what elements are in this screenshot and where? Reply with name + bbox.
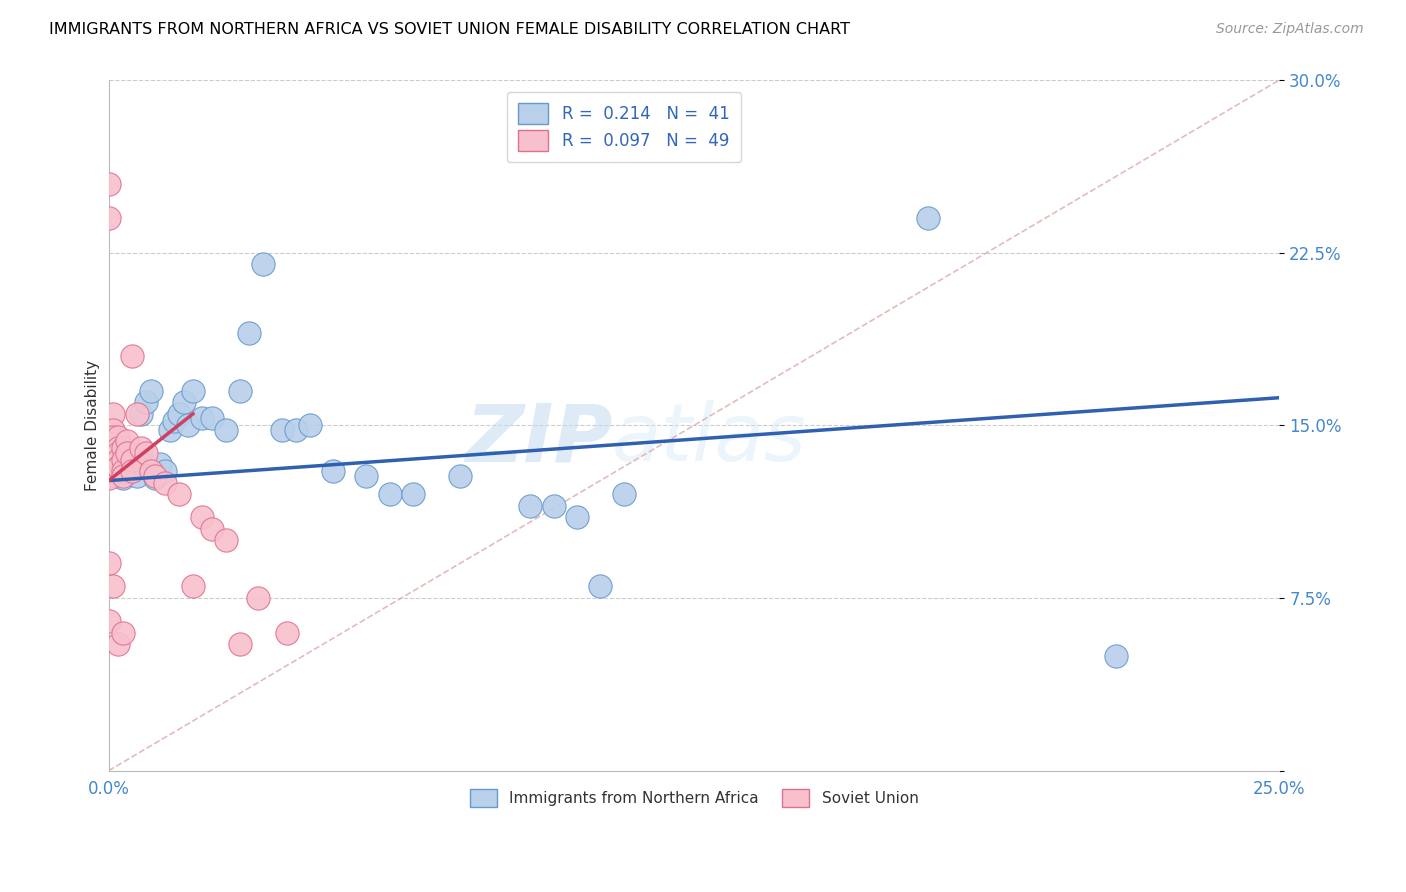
Point [519,499,541,513]
Point [276,625,298,640]
Point [107,446,129,460]
Point [107,442,129,456]
Point [167,407,190,421]
Point [107,459,129,474]
Point [97,453,120,467]
Point [111,469,134,483]
Point [159,423,181,437]
Point [354,469,377,483]
Point [103,436,125,450]
Point [111,442,134,456]
Point [247,591,270,605]
Point [139,384,162,398]
Point [111,464,134,478]
Point [103,464,125,478]
Point [117,446,139,460]
Point [917,211,939,226]
Point [229,637,252,651]
Point [103,407,125,421]
Point [173,395,195,409]
Point [215,423,238,437]
Point [271,423,294,437]
Point [135,446,157,460]
Point [97,614,120,628]
Point [252,257,274,271]
Point [589,580,612,594]
Point [111,453,134,467]
Legend: Immigrants from Northern Africa, Soviet Union: Immigrants from Northern Africa, Soviet … [463,780,927,815]
Point [117,434,139,449]
Point [107,453,129,467]
Point [181,580,204,594]
Point [121,453,143,467]
Point [97,471,120,485]
Point [97,442,120,456]
Point [191,510,214,524]
Point [378,487,401,501]
Point [163,414,186,428]
Point [131,407,153,421]
Point [149,458,172,472]
Point [201,411,224,425]
Point [153,475,176,490]
Point [284,423,307,437]
Point [131,442,153,456]
Point [97,557,120,571]
Point [121,349,143,363]
Point [117,453,139,467]
Point [97,446,120,460]
Point [111,471,134,485]
Point [215,533,238,548]
Point [135,395,157,409]
Y-axis label: Female Disability: Female Disability [86,359,100,491]
Point [103,580,125,594]
Point [145,471,167,485]
Point [125,407,148,421]
Point [97,464,120,478]
Point [177,418,200,433]
Point [107,469,129,483]
Point [121,464,143,478]
Point [111,458,134,472]
Point [298,418,321,433]
Point [167,487,190,501]
Point [103,423,125,437]
Point [97,177,120,191]
Point [103,446,125,460]
Text: Source: ZipAtlas.com: Source: ZipAtlas.com [1216,22,1364,37]
Point [543,499,565,513]
Point [103,458,125,472]
Point [238,326,260,341]
Text: ZIP: ZIP [465,401,612,478]
Point [103,430,125,444]
Point [449,469,471,483]
Point [97,469,120,483]
Point [1104,648,1126,663]
Point [613,487,636,501]
Text: IMMIGRANTS FROM NORTHERN AFRICA VS SOVIET UNION FEMALE DISABILITY CORRELATION CH: IMMIGRANTS FROM NORTHERN AFRICA VS SOVIE… [49,22,851,37]
Point [153,464,176,478]
Point [97,430,120,444]
Point [565,510,588,524]
Text: atlas: atlas [612,401,807,478]
Point [125,469,148,483]
Point [139,464,162,478]
Point [125,459,148,474]
Point [107,430,129,444]
Point [107,637,129,651]
Point [97,211,120,226]
Point [111,625,134,640]
Point [181,384,204,398]
Point [229,384,252,398]
Point [97,459,120,474]
Point [121,464,143,478]
Point [201,522,224,536]
Point [402,487,425,501]
Point [145,469,167,483]
Point [322,464,344,478]
Point [191,411,214,425]
